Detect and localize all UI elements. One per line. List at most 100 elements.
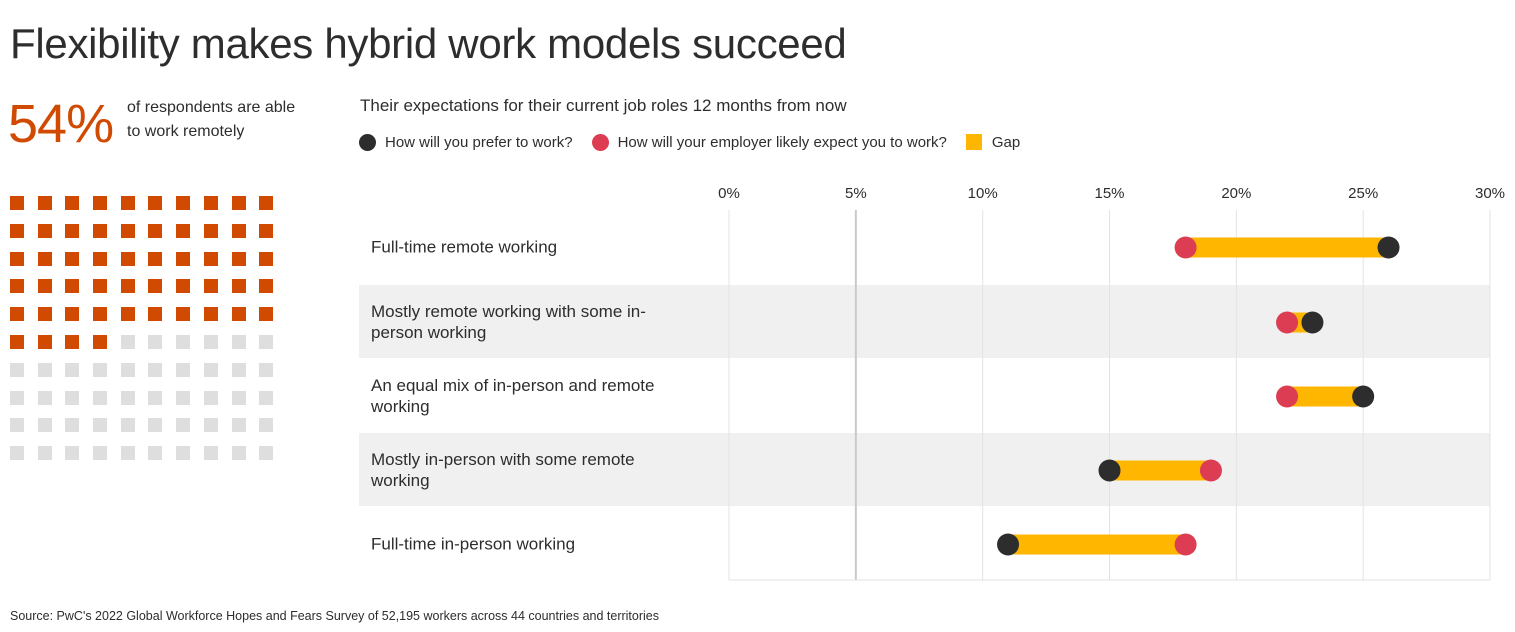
- waffle-cell-empty: [203, 390, 218, 405]
- waffle-cell-empty: [37, 418, 52, 433]
- waffle-cell-filled: [93, 196, 108, 210]
- waffle-cell-filled: [93, 223, 108, 238]
- waffle-cell-filled: [10, 196, 24, 210]
- waffle-cell-empty: [231, 334, 246, 349]
- waffle-cell-empty: [10, 418, 24, 433]
- waffle-cell-empty: [37, 446, 52, 461]
- legend-item-prefer: How will you prefer to work?: [359, 133, 573, 151]
- remote-stat-value: 54%: [8, 94, 114, 154]
- waffle-cell-filled: [10, 223, 24, 238]
- waffle-cell-empty: [120, 418, 135, 433]
- x-tick-label: 0%: [718, 185, 740, 202]
- waffle-cell-filled: [259, 223, 274, 238]
- waffle-cell-empty: [148, 334, 163, 349]
- waffle-cell-empty: [120, 446, 135, 461]
- waffle-cell-filled: [148, 196, 163, 210]
- employer-point: [1174, 236, 1197, 259]
- legend-label-gap: Gap: [991, 133, 1021, 151]
- waffle-cell-filled: [65, 307, 80, 322]
- waffle-cell-filled: [10, 279, 24, 294]
- waffle-cell-empty: [176, 446, 191, 461]
- waffle-cell-filled: [259, 279, 274, 294]
- waffle-cell-empty: [231, 418, 246, 433]
- waffle-cell-filled: [176, 223, 191, 238]
- waffle-cell-filled: [148, 251, 163, 266]
- waffle-cell-filled: [65, 279, 80, 294]
- prefer-point: [1352, 385, 1375, 408]
- waffle-cell-filled: [10, 307, 24, 322]
- source-note: Source: PwC's 2022 Global Workforce Hope…: [10, 609, 659, 623]
- x-tick-label: 10%: [968, 185, 998, 202]
- waffle-cell-filled: [203, 251, 218, 266]
- remote-stat-text: of respondents are able to work remotely: [127, 99, 296, 140]
- waffle-cell-empty: [10, 446, 24, 461]
- waffle-cell-empty: [37, 390, 52, 405]
- waffle-cell-filled: [231, 251, 246, 266]
- waffle-cell-filled: [176, 251, 191, 266]
- waffle-cell-empty: [176, 390, 191, 405]
- waffle-cell-filled: [231, 279, 246, 294]
- waffle-cell-filled: [37, 251, 52, 266]
- waffle-cell-filled: [37, 196, 52, 210]
- waffle-cell-filled: [148, 223, 163, 238]
- waffle-cell-empty: [65, 390, 80, 405]
- waffle-cell-empty: [176, 418, 191, 433]
- waffle-cell-filled: [65, 251, 80, 266]
- waffle-cell-filled: [203, 196, 218, 210]
- category-label: An equal mix of in-person and remote work…: [370, 376, 655, 416]
- waffle-cell-empty: [65, 446, 80, 461]
- waffle-cell-filled: [37, 307, 52, 322]
- employer-point: [1199, 459, 1222, 482]
- waffle-cell-filled: [203, 223, 218, 238]
- waffle-cell-empty: [93, 362, 108, 377]
- waffle-cell-filled: [120, 223, 135, 238]
- waffle-cell-filled: [259, 196, 274, 210]
- waffle-cell-empty: [259, 418, 274, 433]
- waffle-cell-empty: [120, 390, 135, 405]
- waffle-cell-empty: [148, 362, 163, 377]
- waffle-cell-empty: [231, 362, 246, 377]
- category-label: Full-time in-person working: [371, 535, 575, 554]
- prefer-point: [997, 533, 1020, 556]
- legend-label-prefer: How will you prefer to work?: [385, 133, 573, 151]
- waffle-cell-empty: [148, 390, 163, 405]
- waffle-cell-empty: [93, 418, 108, 433]
- waffle-cell-filled: [203, 307, 218, 322]
- waffle-cell-filled: [259, 307, 274, 322]
- waffle-cell-empty: [65, 362, 80, 377]
- waffle-cell-empty: [259, 446, 274, 461]
- waffle-cell-empty: [148, 418, 163, 433]
- waffle-cell-empty: [120, 362, 135, 377]
- legend-item-employer: How will your employer likely expect you…: [591, 133, 947, 151]
- category-label: Mostly in-person with some remote working: [370, 450, 635, 490]
- waffle-cell-filled: [37, 223, 52, 238]
- prefer-point: [1098, 459, 1121, 482]
- employer-point: [1276, 385, 1299, 408]
- waffle-cell-empty: [37, 362, 52, 377]
- waffle-cell-empty: [176, 362, 191, 377]
- waffle-cell-empty: [231, 390, 246, 405]
- waffle-cell-filled: [231, 307, 246, 322]
- waffle-cell-filled: [37, 334, 52, 349]
- waffle-cell-filled: [120, 196, 135, 210]
- waffle-cell-filled: [148, 307, 163, 322]
- waffle-cell-empty: [176, 334, 191, 349]
- x-tick-label: 5%: [845, 185, 867, 202]
- waffle-cell-filled: [259, 251, 274, 266]
- waffle-cell-filled: [93, 334, 108, 349]
- employer-point: [1276, 311, 1299, 334]
- waffle-cell-empty: [203, 334, 218, 349]
- waffle-cell-empty: [203, 446, 218, 461]
- waffle-cell-empty: [203, 418, 218, 433]
- x-tick-label: 30%: [1475, 185, 1505, 202]
- waffle-cell-filled: [176, 279, 191, 294]
- waffle-cell-empty: [203, 362, 218, 377]
- waffle-cell-empty: [10, 390, 24, 405]
- waffle-cell-filled: [93, 251, 108, 266]
- waffle-cell-filled: [120, 279, 135, 294]
- chart-subtitle: Their expectations for their current job…: [360, 96, 847, 115]
- legend: How will you prefer to work? How will yo…: [359, 131, 1039, 153]
- waffle-cell-empty: [259, 362, 274, 377]
- legend-item-gap: Gap: [965, 133, 1021, 151]
- waffle-cell-empty: [231, 446, 246, 461]
